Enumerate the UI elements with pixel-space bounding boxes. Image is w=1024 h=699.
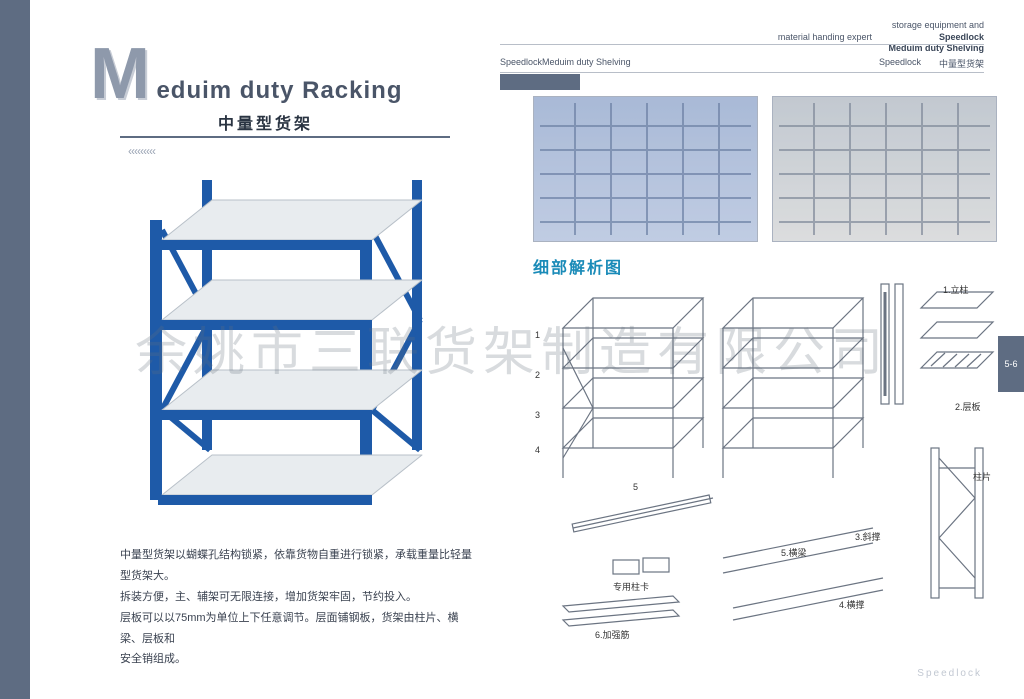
svg-text:1.立柱: 1.立柱 <box>943 284 969 295</box>
product-description: 中量型货架以蝴蝶孔结构锁紧，依靠货物自重进行锁紧，承载重量比轻量型货架大。 拆装… <box>120 545 480 670</box>
header-brand1: Speedlock <box>939 32 984 42</box>
svg-text:3.斜撑: 3.斜撑 <box>855 531 881 542</box>
desc-line-3: 层板可以以75mm为单位上下任意调节。层面铺钢板，货架由柱片、横梁、层板和 <box>120 608 480 650</box>
photo-row <box>533 96 997 242</box>
desc-line-4: 安全销组成。 <box>120 649 480 670</box>
footer-brand: Speedlock <box>917 668 982 679</box>
photo-warehouse-1 <box>533 96 758 242</box>
svg-text:4.横撑: 4.横撑 <box>839 599 865 610</box>
midbar-right1: Speedlock <box>879 57 921 70</box>
svg-text:5.横梁: 5.横梁 <box>781 547 807 558</box>
catalog-page: storage equipment and material handing e… <box>30 0 1024 699</box>
title-initial: M <box>90 46 150 104</box>
header-line1: storage equipment and <box>892 20 984 30</box>
svg-text:柱片: 柱片 <box>973 471 991 482</box>
header-rule-2 <box>500 72 984 73</box>
svg-text:5: 5 <box>633 482 638 492</box>
title-rest: eduim duty Racking <box>156 77 402 105</box>
photo-warehouse-2 <box>772 96 997 242</box>
page-title: M eduim duty Racking <box>90 46 402 105</box>
header-topright: storage equipment and material handing e… <box>778 20 984 55</box>
svg-text:4: 4 <box>535 445 540 455</box>
page-subtitle: 中量型货架 <box>218 110 313 134</box>
header-midbar: SpeedlockMeduim duty Shelving Speedlock … <box>500 57 984 70</box>
svg-text:2.层板: 2.层板 <box>955 401 981 412</box>
left-accent-stripe <box>0 0 30 699</box>
header-accent-block <box>500 74 580 90</box>
svg-text:专用柱卡: 专用柱卡 <box>613 581 649 592</box>
page-number: 5-6 <box>1004 359 1017 369</box>
midbar-left: SpeedlockMeduim duty Shelving <box>500 57 631 70</box>
svg-text:3: 3 <box>535 410 540 420</box>
subtitle-underline <box>120 136 450 138</box>
component-diagram: 1 2 3 4 5 1.立柱 2.层板 3.斜撑 4.横撑 5.横梁 6.加强筋… <box>533 278 1003 648</box>
svg-text:6.加强筋: 6.加强筋 <box>595 629 630 640</box>
midbar-right2: 中量型货架 <box>939 57 984 70</box>
product-rack-image <box>110 160 460 510</box>
decorative-arrows-icon: ‹‹‹‹‹‹‹‹‹ <box>128 144 155 158</box>
svg-text:1: 1 <box>535 330 540 340</box>
detail-diagram-heading: 细部解析图 <box>533 254 623 278</box>
header-line2: material handing expert <box>778 32 872 42</box>
svg-text:2: 2 <box>535 370 540 380</box>
page-number-tab: 5-6 <box>998 336 1024 392</box>
header-rule-1 <box>500 44 984 45</box>
desc-line-1: 中量型货架以蝴蝶孔结构锁紧，依靠货物自重进行锁紧，承载重量比轻量型货架大。 <box>120 545 480 587</box>
desc-line-2: 拆装方便，主、辅架可无限连接，增加货架牢固，节约投入。 <box>120 587 480 608</box>
